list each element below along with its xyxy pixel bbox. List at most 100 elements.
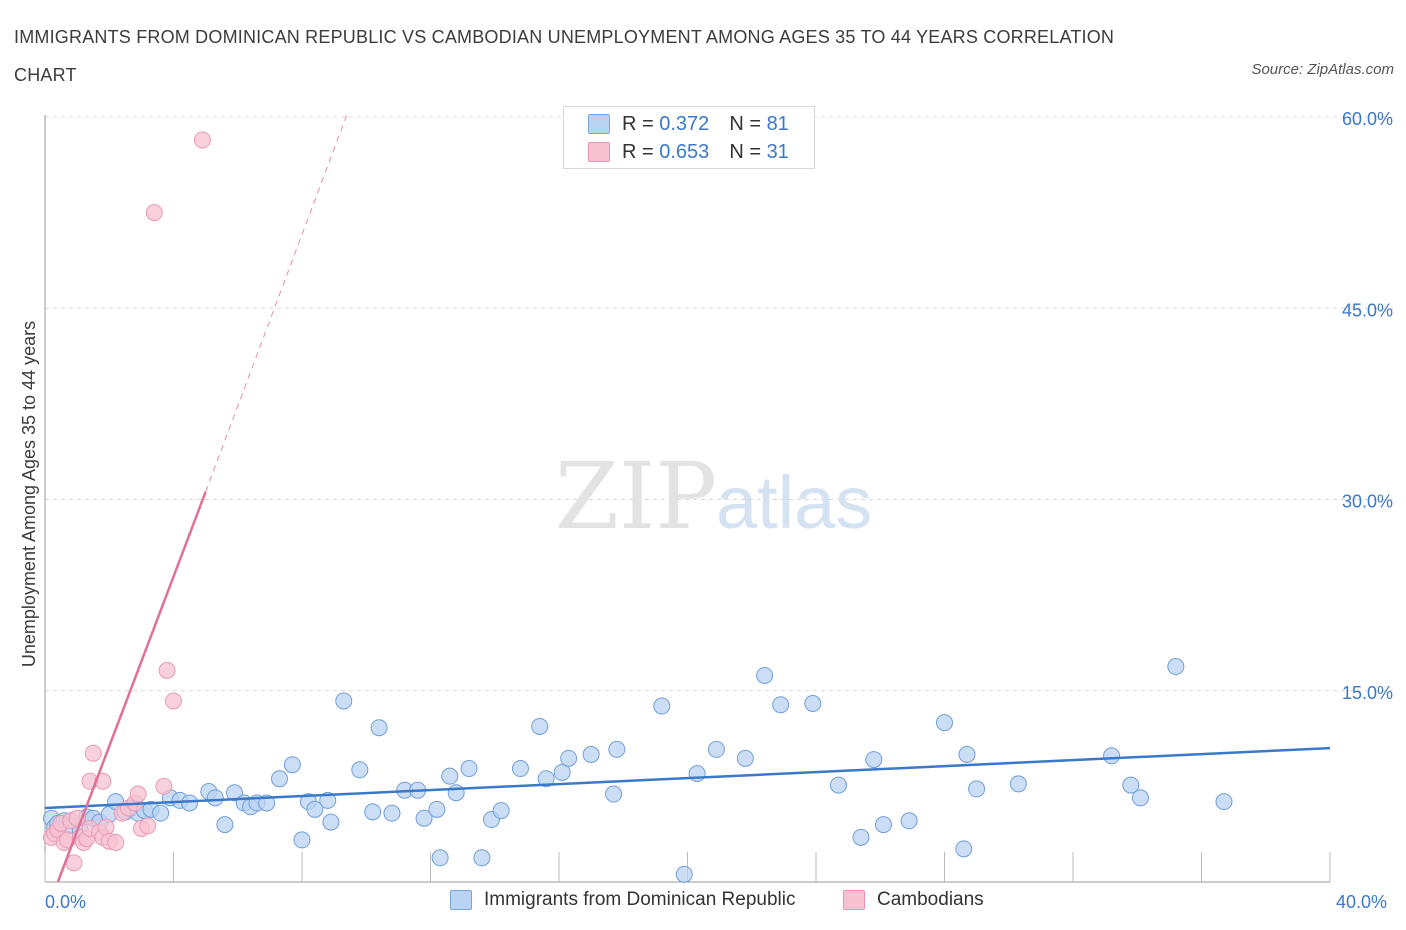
trend-line-cambodian (56, 491, 207, 883)
x-ticks (44, 852, 1331, 882)
data-point (688, 765, 706, 783)
trend-lines (44, 114, 1331, 883)
data-point (415, 809, 433, 827)
legend-r-value: 0.372 (659, 112, 710, 135)
gridlines (45, 116, 1393, 692)
data-point (181, 794, 199, 812)
x-tick-label-min: 0.0% (45, 892, 86, 912)
data-point (531, 717, 549, 735)
data-point (271, 770, 289, 788)
watermark-zip: ZIP (555, 443, 717, 550)
data-point (335, 692, 353, 710)
data-point (428, 800, 446, 818)
trend-line-cambodian-extension (205, 114, 348, 493)
data-point (431, 849, 449, 867)
data-point (936, 714, 953, 732)
legend-swatch-pink (588, 142, 610, 162)
legend-box: R = 0.372 N = 81 R = 0.653 N = 31 (563, 106, 815, 169)
bottom-legend-cambodian: Cambodians (843, 889, 984, 911)
y-tick-label: 45.0% (1342, 300, 1393, 320)
legend-swatch-blue (588, 114, 610, 134)
series-cambodian-points (42, 131, 211, 872)
data-point (293, 831, 311, 849)
data-point (370, 719, 388, 737)
data-point (653, 697, 671, 715)
data-point (511, 760, 529, 778)
data-point (874, 816, 892, 834)
data-point (129, 785, 147, 803)
data-point (560, 749, 578, 767)
data-point (158, 661, 176, 679)
data-point (322, 813, 340, 831)
data-point (152, 804, 170, 822)
x-tick-label-max: 40.0% (1336, 892, 1387, 912)
legend-n-value: 31 (766, 140, 789, 163)
data-point (608, 740, 626, 758)
data-point (829, 776, 847, 794)
bottom-legend-swatch-pink (843, 890, 865, 910)
y-tick-labels: 15.0% 30.0% 45.0% 60.0% (1342, 109, 1393, 703)
data-point (804, 695, 822, 712)
y-tick-label: 15.0% (1342, 683, 1393, 703)
legend-n-value: 81 (766, 112, 789, 135)
data-point (865, 751, 883, 769)
data-point (206, 789, 224, 807)
bottom-legend-label: Immigrants from Dominican Republic (484, 889, 796, 910)
legend-row-cambodian: R = 0.653 N = 31 (588, 140, 789, 164)
y-tick-label: 60.0% (1342, 109, 1393, 129)
data-point (756, 666, 774, 684)
data-point (605, 785, 623, 803)
data-point (958, 746, 976, 763)
data-point (447, 784, 465, 802)
watermark-atlas: atlas (716, 461, 872, 544)
data-point (1167, 658, 1185, 676)
data-point (441, 767, 459, 785)
data-point (492, 802, 510, 820)
data-point (1103, 747, 1121, 765)
legend-n-label: N = (729, 112, 761, 135)
data-point (1122, 776, 1140, 794)
data-point (165, 692, 182, 710)
data-point (319, 791, 337, 809)
bottom-legend-label: Cambodians (877, 889, 984, 910)
data-point (84, 744, 102, 762)
data-point (283, 756, 301, 774)
data-point (553, 763, 571, 781)
data-point (193, 131, 211, 149)
data-point (955, 840, 973, 858)
data-point (139, 817, 157, 835)
legend-r-label: R = (622, 112, 654, 135)
data-point (1009, 775, 1027, 793)
data-point (707, 740, 725, 758)
y-tick-label: 30.0% (1342, 492, 1393, 512)
series-dominican-points (42, 658, 1233, 883)
legend-r-value: 0.653 (659, 140, 710, 163)
data-point (582, 746, 600, 763)
data-point (968, 780, 986, 798)
data-point (364, 803, 382, 821)
y-axis-label: Unemployment Among Ages 35 to 44 years (19, 321, 39, 667)
data-point (155, 777, 173, 795)
data-point (537, 770, 555, 788)
data-point (107, 833, 125, 851)
data-point (460, 760, 478, 778)
chart-title: IMMIGRANTS FROM DOMINICAN REPUBLIC VS CA… (14, 27, 1115, 85)
data-point (852, 828, 870, 846)
legend-row-dominican: R = 0.372 N = 81 (588, 112, 789, 136)
data-point (736, 749, 754, 767)
data-point (145, 204, 163, 222)
data-point (1215, 793, 1233, 811)
trend-line-dominican (44, 746, 1331, 810)
data-point (306, 800, 324, 818)
data-point (675, 865, 693, 883)
data-point (216, 816, 234, 834)
legend-n-label: N = (729, 140, 761, 163)
data-point (473, 849, 491, 867)
data-point (383, 804, 401, 822)
data-point (1131, 789, 1149, 807)
bottom-legend-swatch-blue (450, 890, 472, 910)
data-point (772, 696, 790, 714)
data-point (351, 761, 369, 779)
legend-r-label: R = (622, 140, 654, 163)
